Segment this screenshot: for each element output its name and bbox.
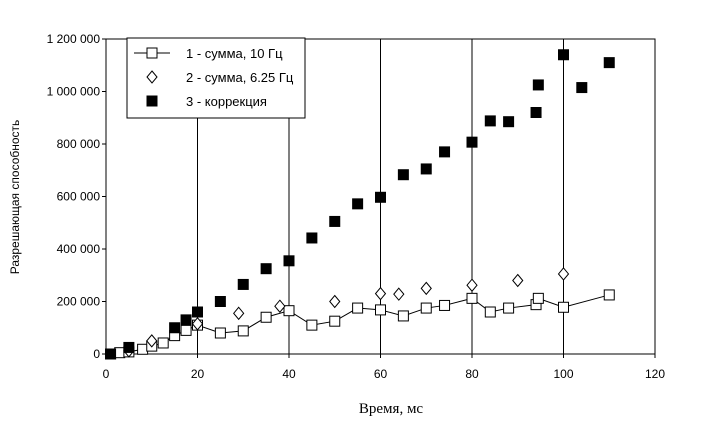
series-3-point [306, 232, 318, 244]
legend-label: 3 - коррекция [186, 94, 267, 109]
x-tick-label: 100 [553, 367, 573, 381]
x-axis-label: Время, мс [359, 401, 424, 417]
series-1-point [375, 304, 386, 316]
series-1-point [180, 324, 192, 336]
series-3-point [397, 169, 409, 181]
y-tick-label: 200 000 [57, 295, 101, 309]
x-tick-label: 80 [465, 367, 479, 381]
series-1-point [484, 306, 496, 318]
series-3-point [532, 79, 544, 91]
x-tick-label: 0 [103, 367, 110, 381]
series-1-point [439, 299, 451, 311]
series-1-point [558, 301, 569, 313]
series-3-point [439, 146, 451, 158]
series-1-point [237, 325, 249, 337]
series-1-point [137, 343, 149, 355]
series-2-point [274, 299, 286, 314]
series-3-point [503, 116, 515, 128]
series-2-point [466, 278, 478, 293]
x-tick-label: 40 [282, 367, 296, 381]
series-2-point [191, 317, 204, 331]
series-2-point [420, 281, 432, 296]
x-tick-label: 120 [645, 367, 665, 381]
series-2 [123, 267, 570, 358]
series-2-point [233, 306, 245, 321]
series-3-point [237, 278, 249, 290]
series-3-point [420, 163, 432, 175]
y-tick-label: 600 000 [57, 190, 101, 204]
series-1-point [157, 337, 169, 349]
series-1-point [503, 302, 515, 314]
series-3-point [105, 348, 117, 360]
legend-label: 1 - сумма, 10 Гц [186, 46, 283, 61]
series-1-point [283, 305, 295, 317]
series-2-point [557, 267, 570, 281]
series-3 [105, 49, 615, 360]
series-1-point [306, 319, 318, 331]
series-1-point [466, 292, 478, 304]
series-3-point [123, 341, 135, 353]
series-3-point [466, 136, 478, 148]
x-tick-label: 60 [374, 367, 388, 381]
legend-label: 2 - сумма, 6.25 Гц [186, 70, 294, 85]
series-3-point [192, 306, 203, 318]
series-3-point [329, 215, 341, 227]
series-3-point [576, 82, 588, 94]
legend-marker [146, 95, 158, 107]
y-tick-label: 1 000 000 [47, 85, 101, 99]
series-1-point [114, 347, 126, 359]
series-1-point [532, 292, 544, 304]
series-3-point [260, 263, 272, 275]
series-1-point [329, 315, 341, 327]
y-axis-label: Разрешающая способность [8, 120, 22, 275]
series-1-point [352, 302, 364, 314]
series-1-point [214, 327, 226, 339]
series-3-point [283, 255, 295, 267]
x-axis-ticks: 0 20 40 60 80 100 120 [103, 354, 665, 381]
x-tick-label: 20 [191, 367, 205, 381]
legend-marker [146, 47, 158, 59]
y-tick-label: 800 000 [57, 137, 101, 151]
series-2-point [329, 294, 341, 309]
series-1-point [603, 289, 615, 301]
series-3-point [214, 296, 226, 307]
y-tick-label: 1 200 000 [47, 32, 101, 46]
y-tick-label: 0 [93, 347, 100, 361]
series-2-point [512, 273, 524, 288]
y-tick-label: 400 000 [57, 242, 101, 256]
series-3-point [484, 115, 496, 127]
series-2-point [146, 334, 158, 348]
series-3-point [375, 191, 386, 203]
series-3-point [558, 49, 569, 61]
series-3-point [180, 314, 192, 326]
series-1-point [260, 311, 272, 323]
series-3-point [603, 57, 615, 69]
series-2-point [393, 287, 405, 301]
series-1-point [397, 310, 409, 322]
legend: 1 - сумма, 10 Гц 2 - сумма, 6.25 Гц 3 - ко… [126, 37, 306, 119]
series-1-point [420, 302, 432, 314]
y-axis-ticks: 0 200 000 400 000 600 000 800 000 1 000 000 1 … [47, 32, 106, 361]
series-3-point [169, 322, 181, 334]
series-2-point [374, 286, 387, 301]
series-3-point [352, 198, 364, 210]
legend-marker [146, 70, 158, 84]
series-3-point [530, 107, 542, 118]
series-layer [105, 49, 615, 360]
